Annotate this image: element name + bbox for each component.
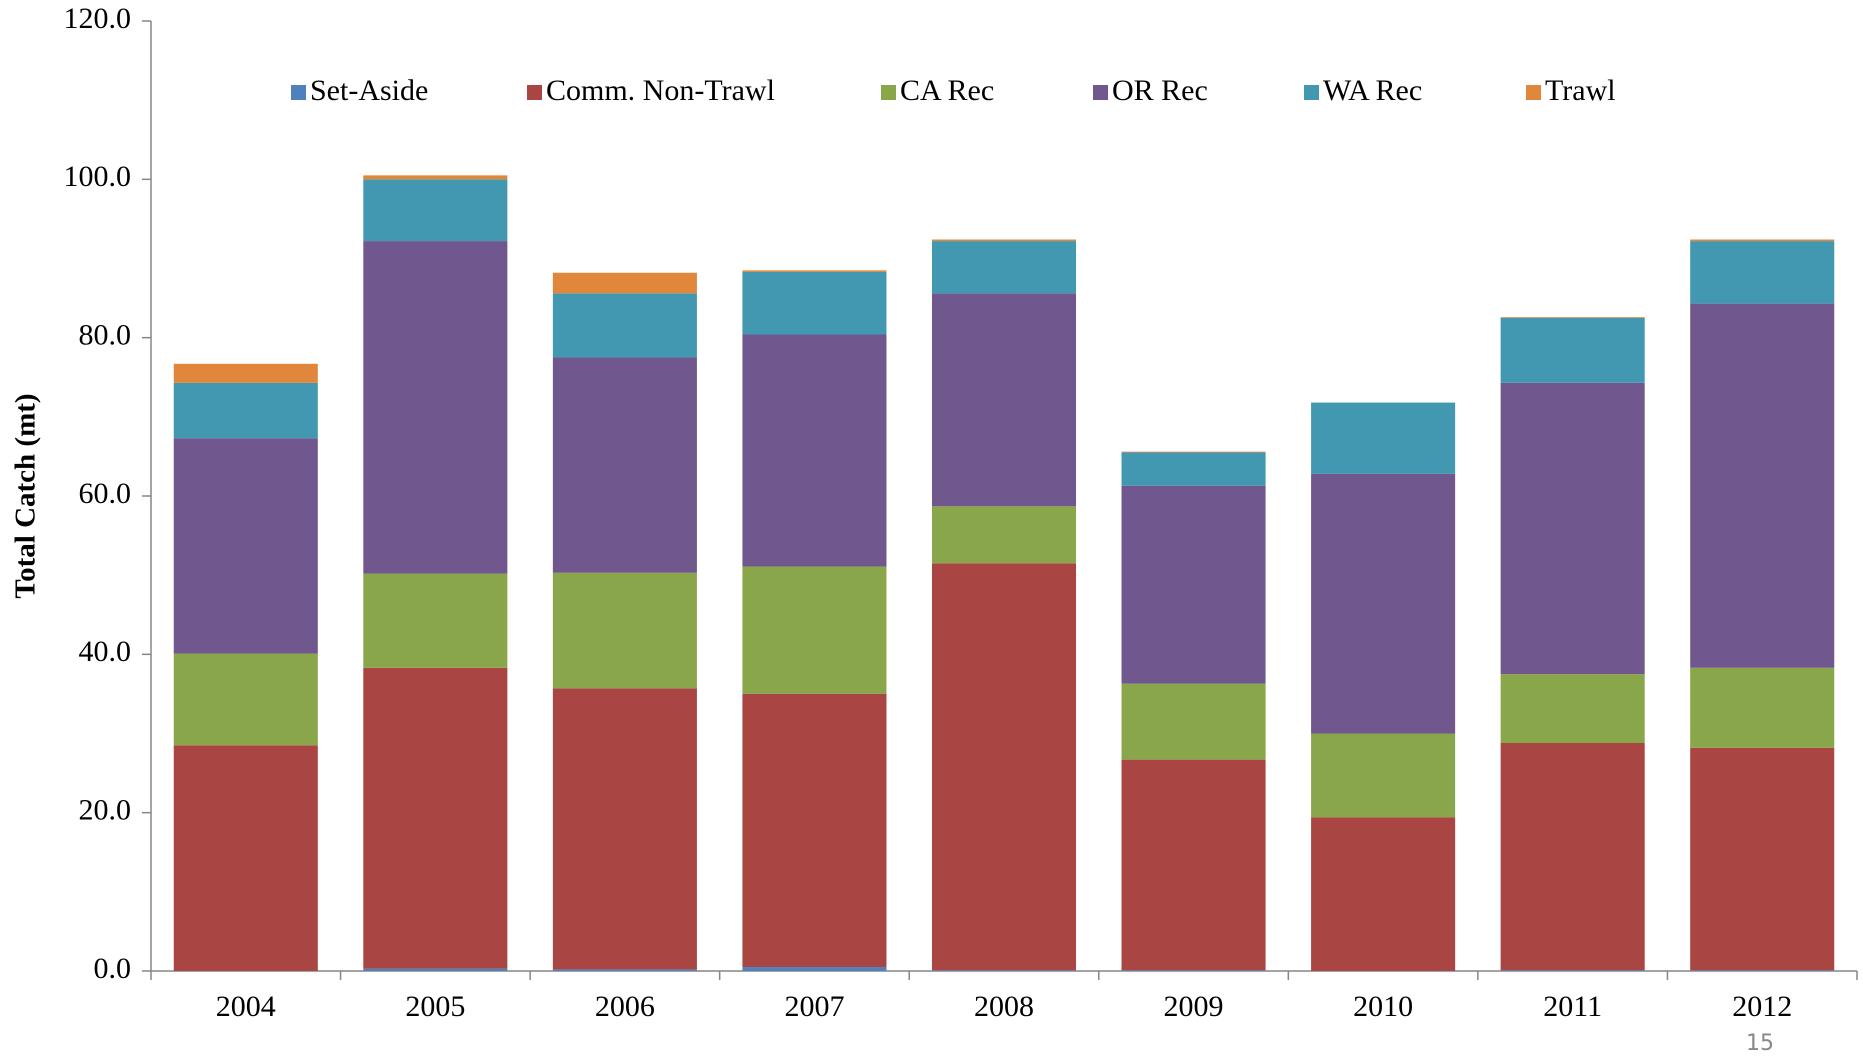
legend-label: Comm. Non-Trawl [546, 74, 775, 107]
bar-segment [1690, 239, 1835, 242]
x-tick-label: 2012 [1732, 990, 1792, 1023]
legend-label: Trawl [1545, 74, 1616, 107]
y-tick-label: 60.0 [79, 477, 132, 510]
legend-swatch [1304, 85, 1319, 100]
bar-segment [742, 566, 887, 694]
bar-segment [173, 382, 318, 439]
bar-segment [552, 969, 697, 971]
bar-segment [1500, 674, 1645, 743]
bar-segment [1690, 241, 1835, 304]
x-tick-label: 2004 [216, 990, 276, 1023]
bar-segment [552, 572, 697, 689]
bar-segment [552, 293, 697, 358]
legend-swatch [1093, 85, 1108, 100]
x-tick-label: 2007 [784, 990, 844, 1023]
y-tick-label: 100.0 [64, 160, 132, 193]
bar-segment [1121, 452, 1266, 486]
bar-segment [742, 334, 887, 567]
bar-segment [931, 293, 1077, 507]
bar-segment [552, 688, 697, 970]
bar-segment [1690, 303, 1835, 668]
y-axis-label: Total Catch (mt) [10, 393, 42, 598]
bar-segment [931, 239, 1077, 242]
bar-segment [1500, 317, 1645, 383]
bar-segment [1690, 747, 1835, 971]
bar-segment [1121, 683, 1266, 760]
legend-label: WA Rec [1323, 74, 1422, 107]
bar-segment [173, 438, 318, 654]
x-tick-label: 2008 [974, 990, 1034, 1023]
bar-segment [363, 241, 508, 574]
x-tick-label: 2006 [595, 990, 655, 1023]
legend-label: Set-Aside [310, 74, 428, 107]
y-tick-label: 40.0 [79, 635, 132, 668]
x-tick-label: 2009 [1164, 990, 1224, 1023]
bar-segment [1121, 485, 1266, 684]
bar-segment [742, 693, 887, 968]
x-tick-label: 2010 [1353, 990, 1413, 1023]
bar-segment [363, 179, 508, 242]
bar-segment [1690, 970, 1835, 971]
bar-segment [363, 175, 508, 180]
bar-segment [742, 967, 887, 971]
bar-segment [173, 363, 318, 383]
legend-swatch [1526, 85, 1541, 100]
bar-segment [1121, 759, 1266, 971]
bar-segment [173, 745, 318, 971]
bar-segment [1311, 402, 1456, 474]
bar-segment [552, 272, 697, 294]
bar-segment [1311, 733, 1456, 818]
bar-segment [1500, 382, 1645, 675]
bar-segment [1121, 451, 1266, 453]
legend-swatch [881, 85, 896, 100]
bar-segment [931, 241, 1077, 294]
bar-segment [1121, 970, 1266, 971]
bar-segment [931, 506, 1077, 564]
bar-segment [173, 653, 318, 746]
bar-segment [931, 970, 1077, 971]
bar-segment [552, 357, 697, 573]
legend-swatch [291, 85, 306, 100]
legend-label: OR Rec [1112, 74, 1208, 107]
x-tick-label: 2011 [1543, 990, 1602, 1023]
bar-segment [742, 271, 887, 335]
bar-segment [1500, 317, 1645, 318]
bar-segment [1311, 473, 1456, 734]
y-tick-label: 120.0 [64, 2, 132, 35]
x-tick-label: 2005 [405, 990, 465, 1023]
legend-swatch [527, 85, 542, 100]
y-tick-label: 80.0 [79, 319, 132, 352]
bar-segment [363, 573, 508, 668]
bar-segment [1500, 743, 1645, 971]
bar-segment [1690, 667, 1835, 748]
legend-label: CA Rec [900, 74, 994, 107]
bar-segment [363, 667, 508, 969]
bar-segment [742, 270, 887, 272]
bar-segment [1500, 970, 1645, 971]
page-number: 15 [1746, 1031, 1774, 1056]
bar-segment [363, 968, 508, 971]
y-tick-label: 0.0 [94, 952, 132, 985]
y-tick-label: 20.0 [79, 794, 132, 827]
bar-segment [1311, 817, 1456, 971]
bar-segment [931, 563, 1077, 971]
